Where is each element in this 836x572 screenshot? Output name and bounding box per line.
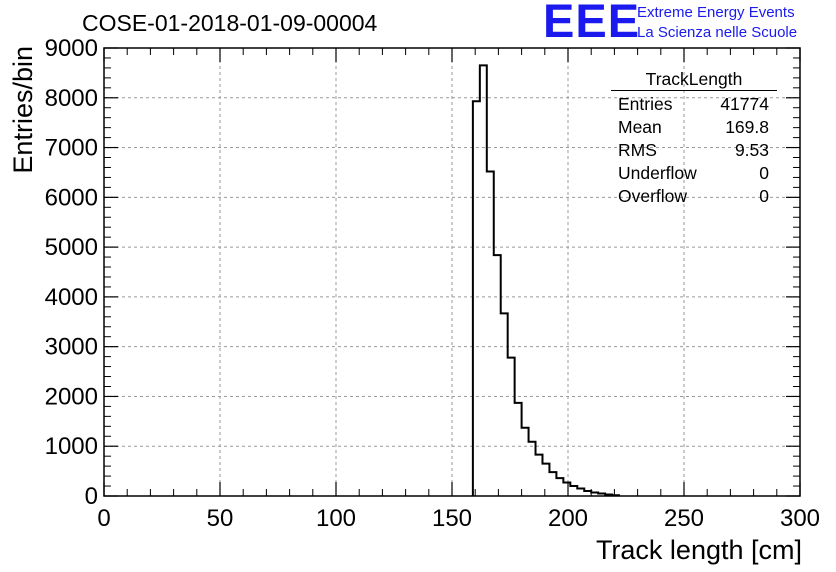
stats-label: Underflow — [618, 163, 697, 183]
y-tick-label: 8000 — [45, 85, 98, 112]
stats-value: 0 — [759, 163, 769, 183]
histogram-bin — [480, 65, 487, 496]
logo-line-1: Extreme Energy Events — [637, 4, 795, 21]
y-tick-label: 9000 — [45, 35, 98, 62]
histogram-bin — [563, 483, 570, 496]
x-tick-label: 150 — [432, 505, 472, 532]
x-tick-label: 50 — [207, 505, 234, 532]
histogram-bin — [536, 455, 543, 496]
stats-value: 169.8 — [725, 117, 769, 137]
histogram-bin — [542, 464, 549, 496]
eee-logo-mark: EEE — [543, 0, 641, 47]
stats-label: Overflow — [618, 186, 688, 206]
y-axis-label: Entries/bin — [8, 46, 38, 174]
eee-logo: EEE Extreme Energy Events La Scienza nel… — [543, 0, 833, 46]
x-tick-label: 200 — [548, 505, 588, 532]
histogram-bin — [515, 403, 522, 496]
stats-label: Entries — [618, 94, 673, 114]
y-tick-label: 4000 — [45, 284, 98, 311]
y-tick-label: 2000 — [45, 383, 98, 410]
stats-row-underflow: Underflow 0 — [611, 162, 777, 185]
histogram-bin — [487, 171, 494, 496]
stats-box: TrackLength Entries 41774 Mean 169.8 RMS… — [611, 69, 777, 208]
stats-row-mean: Mean 169.8 — [611, 116, 777, 139]
histogram-bin — [508, 358, 515, 496]
histogram-bin — [501, 313, 508, 496]
x-tick-label: 0 — [97, 505, 110, 532]
y-tick-label: 0 — [85, 483, 98, 510]
logo-line-2: La Scienza nelle Scuole — [637, 24, 798, 41]
x-axis-label: Track length [cm] — [596, 535, 802, 565]
histogram-bin — [570, 486, 577, 496]
histogram-bin — [577, 489, 584, 496]
axis-tick-labels: 0 50 100 150 200 250 3000100020003000400050006… — [45, 35, 820, 532]
x-tick-label: 250 — [664, 505, 704, 532]
stats-label: RMS — [618, 140, 657, 160]
y-tick-label: 3000 — [45, 334, 98, 361]
histogram-bin — [522, 428, 529, 496]
histogram-bin — [473, 101, 480, 496]
axis-ticks — [103, 47, 801, 497]
chart-title: COSE-01-2018-01-09-00004 — [82, 10, 378, 36]
y-tick-label: 1000 — [45, 433, 98, 460]
stats-row-entries: Entries 41774 — [611, 93, 777, 116]
stats-row-rms: RMS 9.53 — [611, 139, 777, 162]
stats-value: 9.53 — [734, 140, 769, 160]
stats-value: 0 — [759, 186, 769, 206]
histogram-series — [471, 64, 621, 497]
histogram-outline — [471, 64, 621, 497]
stats-label: Mean — [618, 117, 662, 137]
histogram-bin — [494, 255, 501, 496]
stats-row-overflow: Overflow 0 — [611, 185, 777, 208]
stats-title: TrackLength — [611, 69, 777, 91]
y-tick-label: 5000 — [45, 234, 98, 261]
stats-value: 41774 — [720, 94, 769, 114]
x-tick-label: 300 — [780, 505, 820, 532]
histogram-bin — [549, 472, 556, 496]
x-tick-label: 100 — [316, 505, 356, 532]
y-tick-label: 7000 — [45, 135, 98, 162]
histogram-bin — [556, 478, 563, 496]
y-tick-label: 6000 — [45, 184, 98, 211]
grid-lines — [104, 48, 800, 496]
histogram-bin — [529, 442, 536, 496]
